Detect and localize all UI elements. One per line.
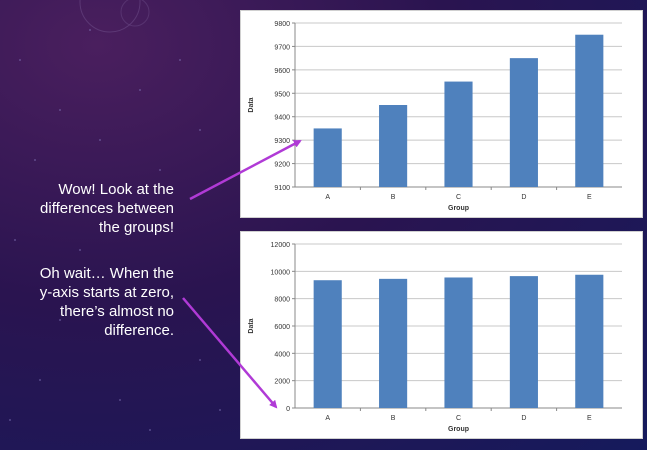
y-axis-title: Data — [248, 318, 255, 333]
bar-a — [313, 280, 342, 408]
y-tick-label: 10000 — [271, 269, 291, 276]
y-tick-label: 9800 — [274, 21, 290, 28]
bar-e — [575, 34, 604, 187]
bar-d — [509, 58, 538, 188]
y-axis-title: Data — [248, 97, 255, 112]
bar-c — [444, 81, 473, 187]
bar-a — [313, 128, 342, 187]
y-tick-label: 0 — [286, 406, 290, 413]
caption-line: Wow! Look at the — [58, 181, 174, 198]
caption-line: the groups! — [98, 219, 174, 236]
bar-b — [379, 105, 408, 187]
x-tick-label: C — [456, 415, 461, 422]
x-tick-label: C — [456, 194, 461, 201]
bar-b — [379, 278, 408, 408]
caption-second: Oh wait… When the y-axis starts at zero,… — [4, 264, 174, 340]
x-tick-label: D — [521, 194, 526, 201]
y-tick-label: 9200 — [274, 162, 290, 169]
y-tick-label: 8000 — [274, 297, 290, 304]
y-tick-label: 9600 — [274, 68, 290, 75]
x-tick-label: B — [391, 194, 396, 201]
x-tick-label: E — [587, 415, 592, 422]
y-tick-label: 9300 — [274, 138, 290, 145]
x-axis-title: Group — [448, 205, 469, 212]
x-tick-label: D — [521, 415, 526, 422]
chart-truncated-svg: 9100 9200 9300 9400 9500 9600 9700 9800 A B C D E Gro… — [248, 21, 622, 212]
y-tick-label: 4000 — [274, 351, 290, 358]
bar-d — [509, 276, 538, 408]
y-tick-label: 9700 — [274, 44, 290, 51]
caption-first: Wow! Look at the differences between the… — [4, 180, 174, 237]
y-tick-label: 12000 — [271, 242, 291, 249]
y-tick-label: 2000 — [274, 379, 290, 386]
caption-line: there’s almost no — [60, 303, 174, 320]
chart-zero-axis: 0 2000 4000 6000 8000 10000 12000 A B C D E Group Dat… — [240, 231, 643, 439]
chart-truncated-axis: 9100 9200 9300 9400 9500 9600 9700 9800 A B C D E Gro… — [240, 10, 643, 218]
y-tick-label: 9400 — [274, 115, 290, 122]
y-tick-label: 9100 — [274, 185, 290, 192]
y-tick-label: 6000 — [274, 324, 290, 331]
caption-line: y-axis starts at zero, — [39, 284, 174, 301]
x-tick-label: B — [391, 415, 396, 422]
x-tick-label: A — [325, 194, 330, 201]
x-tick-label: E — [587, 194, 592, 201]
bar-e — [575, 274, 604, 408]
caption-line: difference. — [104, 322, 174, 339]
caption-line: differences between — [40, 200, 174, 217]
x-axis-title: Group — [448, 426, 469, 433]
bar-c — [444, 277, 473, 408]
x-tick-label: A — [325, 415, 330, 422]
caption-line: Oh wait… When the — [39, 265, 174, 282]
y-tick-label: 9500 — [274, 91, 290, 98]
chart-zero-svg: 0 2000 4000 6000 8000 10000 12000 A B C D E Group Dat… — [248, 242, 622, 433]
